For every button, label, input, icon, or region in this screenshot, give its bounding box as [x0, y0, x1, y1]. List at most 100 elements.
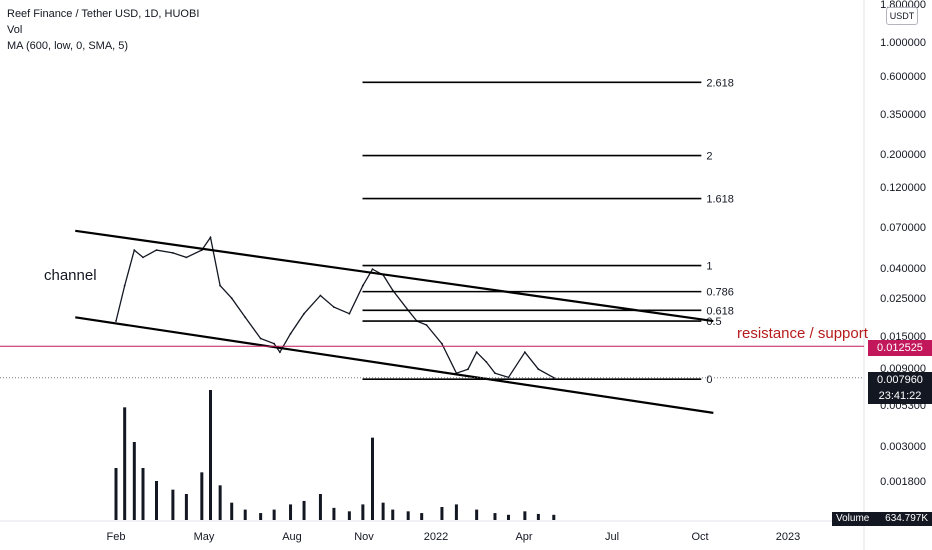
time-axis-ticks: Feb May Aug Nov 2022 Apr Jul Oct 2023: [107, 531, 801, 543]
price-point-5: [171, 252, 174, 254]
volume-bar-2: [132, 442, 136, 520]
currency-unit-button[interactable]: USDT: [886, 7, 918, 25]
price-point-26: [425, 324, 428, 326]
countdown-tag: 23:41:22: [868, 388, 932, 404]
volume-bar-22: [391, 509, 395, 520]
price-point-6: [185, 256, 188, 259]
volume-bar-13: [272, 509, 276, 520]
time-tick-2023: 2023: [776, 531, 800, 543]
resistance-support-annotation[interactable]: resistance / support: [737, 325, 869, 342]
channel-upper-line[interactable]: [75, 229, 714, 323]
volume-bar-18: [347, 511, 351, 520]
last-price-tag: 0.007960: [868, 372, 932, 388]
price-point-20: [361, 284, 364, 287]
volume-bar-10: [230, 502, 234, 520]
price-axis-ticks: 1.800000 1.000000 0.600000 0.350000 0.200000…: [880, 0, 926, 488]
price-point-19: [348, 312, 351, 315]
volume-tag-label: Volume: [836, 513, 870, 524]
fib-level-0.5-label: 0.5: [706, 316, 721, 328]
volume-bar-9: [218, 485, 222, 520]
time-tick-Apr: Apr: [515, 531, 532, 543]
price-point-11: [244, 316, 247, 319]
fib-level-2.618-label: 2.618: [706, 77, 734, 89]
time-tick-Nov: Nov: [354, 531, 374, 543]
price-tick-0.600000: 0.600000: [880, 71, 926, 83]
volume-bars-group: [114, 390, 556, 520]
symbol-legend[interactable]: Reef Finance / Tether USD, 1D, HUOBI: [7, 8, 200, 20]
volume-bar-19: [361, 504, 365, 520]
volume-bar-21: [381, 502, 385, 520]
fib-level-0.786-label: 0.786: [706, 287, 734, 299]
price-tick-0.350000: 0.350000: [880, 109, 926, 121]
volume-tag-value: 634.797K: [885, 513, 928, 524]
volume-bar-25: [440, 507, 444, 520]
volume-bar-7: [200, 472, 204, 520]
price-tick-0.040000: 0.040000: [880, 263, 926, 275]
price-tick-0.025000: 0.025000: [880, 293, 926, 305]
volume-bar-23: [406, 511, 410, 520]
volume-bar-24: [420, 513, 424, 520]
channel-group[interactable]: [75, 229, 714, 414]
channel-annotation[interactable]: channel: [44, 267, 97, 284]
price-point-30: [475, 351, 478, 354]
volume-bar-6: [184, 494, 188, 520]
volume-bar-26: [454, 504, 458, 520]
price-point-27: [441, 342, 443, 345]
price-point-13: [273, 342, 276, 345]
price-point-4: [155, 249, 158, 251]
price-tick-1.000000: 1.000000: [880, 37, 926, 49]
volume-bar-17: [332, 507, 336, 520]
time-tick-Feb: Feb: [107, 531, 126, 543]
volume-bar-16: [318, 494, 322, 520]
price-point-8: [209, 236, 212, 239]
price-point-18: [333, 306, 335, 309]
price-point-12: [259, 337, 262, 340]
volume-bar-0: [114, 468, 118, 520]
price-point-17: [319, 294, 322, 297]
price-point-0: [115, 320, 117, 322]
price-tick-1.800000: 1.800000: [880, 0, 926, 11]
price-point-3: [142, 256, 144, 259]
volume-bar-4: [155, 481, 159, 520]
price-point-31: [485, 360, 488, 363]
price-point-16: [303, 312, 305, 315]
time-tick-Aug: Aug: [282, 531, 302, 543]
time-tick-Jul: Jul: [605, 531, 619, 543]
volume-bar-5: [171, 489, 175, 520]
price-point-1: [123, 284, 126, 287]
price-point-15: [289, 332, 292, 335]
time-tick-Oct: Oct: [691, 531, 708, 543]
fib-level-0.618-label: 0.618: [706, 305, 734, 317]
volume-bar-29: [506, 514, 510, 520]
volume-bar-8: [209, 390, 213, 520]
volume-bar-31: [536, 513, 540, 520]
volume-bar-15: [302, 500, 306, 520]
volume-bar-11: [243, 509, 247, 520]
price-point-23: [391, 289, 394, 292]
price-point-35: [537, 368, 540, 371]
price-point-33: [507, 376, 510, 379]
price-point-2: [133, 249, 136, 251]
fib-level-1-label: 1: [706, 261, 712, 273]
volume-bar-12: [259, 513, 263, 520]
volume-bar-1: [123, 407, 127, 520]
price-point-10: [230, 297, 233, 300]
volume-bar-30: [523, 511, 527, 520]
horizontal-lines-group[interactable]: [0, 345, 864, 379]
ma-legend[interactable]: MA (600, low, 0, SMA, 5): [7, 40, 129, 52]
fib-level-1.618-label: 1.618: [706, 194, 734, 206]
time-tick-May: May: [194, 531, 215, 543]
volume-bar-20: [371, 437, 375, 520]
price-point-29: [467, 368, 469, 371]
channel-lower-line[interactable]: [75, 316, 714, 414]
price-tick-0.003000: 0.003000: [880, 441, 926, 453]
price-point-14: [279, 351, 281, 354]
volume-legend[interactable]: Vol: [7, 24, 23, 36]
price-series-group: [115, 235, 555, 379]
price-point-34: [523, 351, 526, 354]
volume-value-tag: Volume 634.797K: [832, 512, 932, 526]
price-point-32: [494, 372, 496, 375]
fib-level-2-label: 2: [706, 151, 712, 163]
